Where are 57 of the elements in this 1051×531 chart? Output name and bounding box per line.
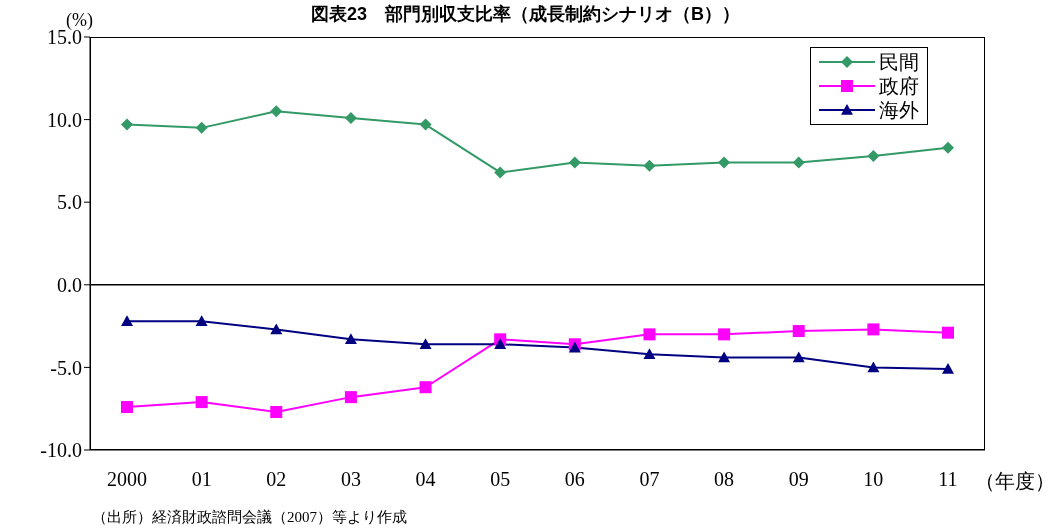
- y-tick-label: -5.0: [50, 356, 82, 379]
- x-tick-label: 04: [415, 468, 436, 491]
- text: （出所）経済財政諮問会議（2007）等より作成: [92, 508, 407, 527]
- point: [867, 323, 880, 336]
- point: [718, 351, 731, 363]
- point: [270, 323, 283, 335]
- point: [494, 166, 507, 179]
- point: [195, 121, 208, 134]
- point: [195, 396, 208, 409]
- legend-label: 民間: [879, 49, 919, 75]
- point: [942, 363, 954, 374]
- point: [419, 118, 432, 131]
- point: [942, 326, 954, 339]
- point: [867, 149, 880, 162]
- point: [121, 118, 133, 131]
- point: [867, 361, 880, 373]
- point: [792, 156, 805, 169]
- y-tick-label: 0.0: [57, 273, 82, 296]
- point: [270, 105, 283, 118]
- point: [344, 391, 357, 404]
- x-axis-title: （年度）: [975, 469, 1051, 494]
- x-tick-label: 11: [938, 468, 958, 491]
- point: [718, 328, 731, 341]
- x-tick-label: 10: [863, 468, 884, 491]
- x-tick-label: 07: [639, 468, 660, 491]
- point: [792, 351, 805, 363]
- legend-label: 政府: [879, 73, 919, 99]
- x-tick-label: 03: [340, 468, 361, 491]
- point: [643, 328, 656, 341]
- y-axis-title: (%): [66, 10, 93, 31]
- point: [344, 111, 357, 124]
- x-tick-label: 02: [266, 468, 287, 491]
- y-tick-label: 10.0: [47, 108, 82, 131]
- y-tick-label: 5.0: [57, 191, 82, 214]
- chart-title: 図表23 部門別収支比率（成長制約シナリオ（B））: [310, 4, 741, 24]
- point: [419, 338, 432, 350]
- x-tick-label: 01: [191, 468, 212, 491]
- point: [344, 333, 357, 345]
- x-tick-label: 08: [714, 468, 735, 491]
- point: [942, 141, 954, 154]
- x-tick-label: 09: [788, 468, 809, 491]
- point: [568, 156, 581, 169]
- x-tick-label: 06: [564, 468, 585, 491]
- x-tick-label: 05: [490, 468, 511, 491]
- point: [121, 315, 133, 326]
- point: [643, 159, 656, 172]
- point: [643, 348, 656, 359]
- point: [121, 401, 133, 414]
- point: [270, 406, 283, 418]
- y-tick-label: -10.0: [40, 439, 82, 462]
- legend-label: 海外: [879, 97, 919, 123]
- point: [195, 315, 208, 326]
- point: [792, 325, 805, 338]
- point: [419, 381, 432, 394]
- point: [494, 338, 507, 350]
- x-tick-label: 2000: [107, 468, 147, 491]
- point: [718, 156, 731, 169]
